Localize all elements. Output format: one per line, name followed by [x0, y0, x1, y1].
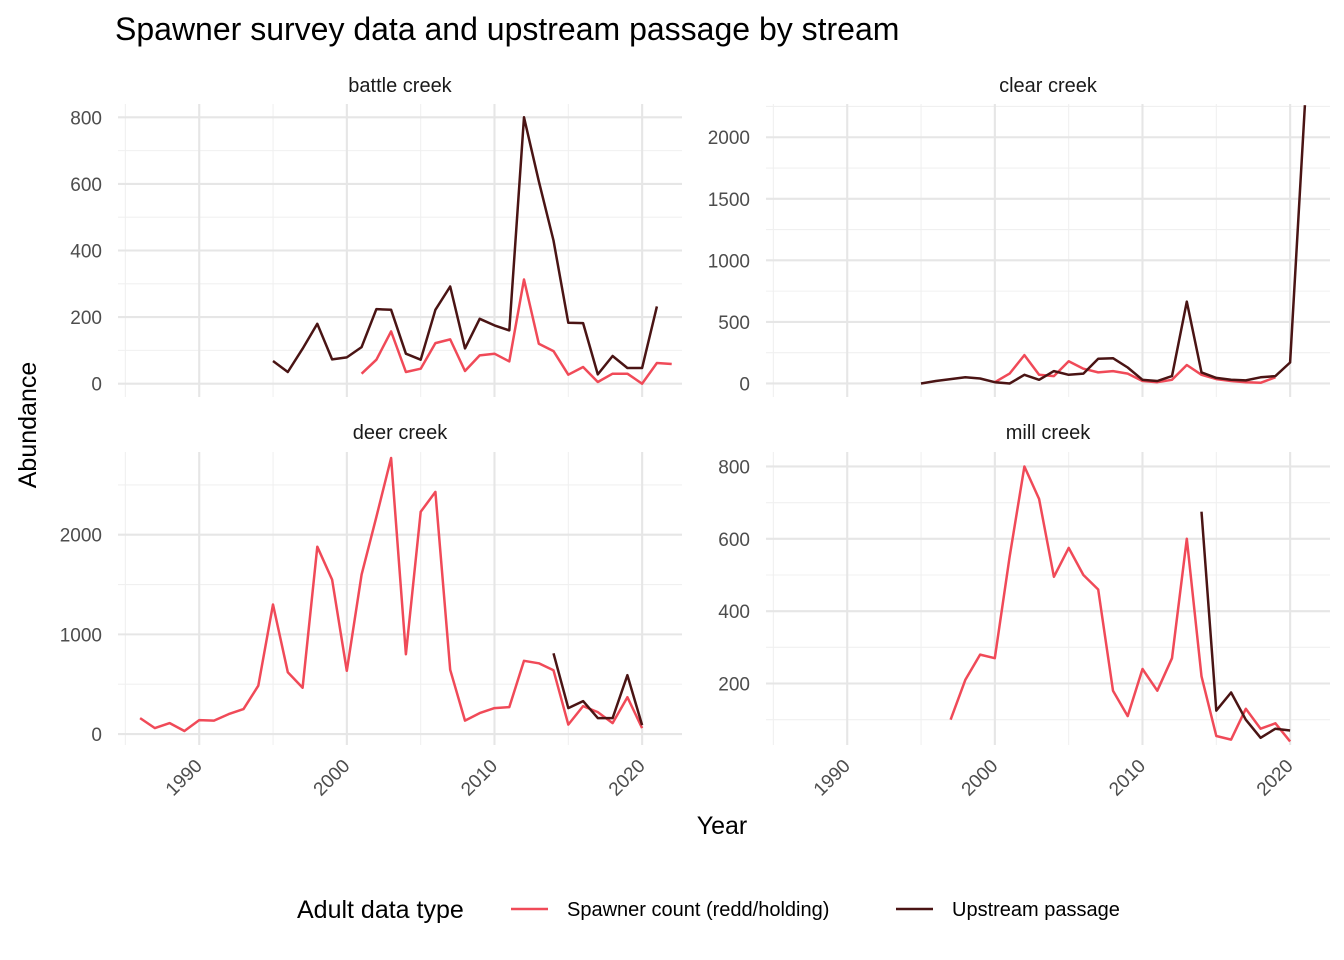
series-line-spawner-count [949, 465, 1292, 743]
y-tick-label: 800 [718, 457, 750, 478]
facet-strip-label: deer creek [353, 422, 448, 444]
facet-strip-label: mill creek [1006, 422, 1091, 444]
facet-strip-label: clear creek [999, 75, 1098, 97]
chart-title: Spawner survey data and upstream passage… [115, 11, 899, 47]
x-tick-label: 1990 [810, 756, 855, 801]
y-tick-label: 500 [718, 313, 750, 334]
x-tick-label: 2010 [1105, 756, 1150, 801]
series-line-spawner-count [139, 456, 644, 733]
series-line-upstream-passage [1200, 511, 1291, 740]
facet-strip-label: battle creek [348, 75, 452, 97]
series-line-spawner-count [360, 278, 672, 385]
facet-panels: 0 200 400 600 800 battle creek 0 500 1000 1500 200… [60, 75, 1330, 800]
series-line-upstream-passage [920, 105, 1307, 385]
y-axis-title: Abundance [14, 362, 42, 489]
y-tick-label: 800 [70, 108, 102, 129]
y-tick-label: 1500 [708, 190, 750, 211]
y-tick-label: 600 [718, 530, 750, 551]
y-tick-label: 0 [91, 375, 102, 396]
y-tick-label: 0 [91, 725, 102, 746]
x-tick-label: 2010 [457, 756, 502, 801]
y-tick-label: 200 [718, 675, 750, 696]
panel-clear-creek: 0 500 1000 1500 2000 clear creek [708, 75, 1330, 397]
y-tick-label: 600 [70, 175, 102, 196]
panel-mill-creek: 200 400 600 800 1990 2000 2010 2020 mill creek [718, 422, 1330, 800]
y-tick-label: 1000 [708, 251, 750, 272]
legend: Adult data type Spawner count (redd/hold… [297, 896, 1120, 924]
series-line-upstream-passage [552, 652, 644, 726]
panel-battle-creek: 0 200 400 600 800 battle creek [70, 75, 682, 397]
y-tick-label: 0 [739, 374, 750, 395]
x-tick-label: 1990 [162, 756, 207, 801]
x-tick-label: 2000 [958, 756, 1003, 801]
x-axis-title: Year [697, 812, 748, 840]
y-tick-label: 2000 [708, 128, 750, 149]
x-tick-label: 2020 [605, 756, 650, 801]
panel-deer-creek: 0 1000 2000 1990 2000 2010 2020 deer creek [60, 422, 682, 800]
y-tick-label: 2000 [60, 526, 102, 547]
series-line-upstream-passage [272, 116, 659, 376]
y-tick-label: 400 [70, 242, 102, 263]
y-tick-label: 1000 [60, 625, 102, 646]
y-tick-label: 400 [718, 602, 750, 623]
x-tick-label: 2000 [310, 756, 355, 801]
legend-title: Adult data type [297, 896, 464, 924]
y-tick-label: 200 [70, 308, 102, 329]
x-tick-label: 2020 [1253, 756, 1298, 801]
legend-label-passage: Upstream passage [952, 899, 1120, 921]
legend-label-spawner: Spawner count (redd/holding) [567, 899, 829, 921]
